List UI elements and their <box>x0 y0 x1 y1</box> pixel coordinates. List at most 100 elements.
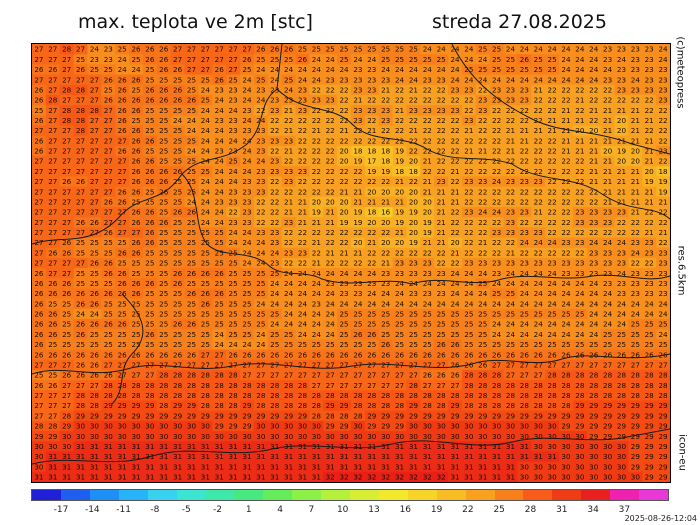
temperature-value: 31 <box>298 452 307 461</box>
temperature-cell <box>614 339 629 351</box>
temperature-value: 27 <box>34 75 43 84</box>
temperature-value: 21 <box>409 85 418 94</box>
temperature-value: 27 <box>48 238 57 247</box>
temperature-value: 26 <box>104 371 114 380</box>
temperature-value: 22 <box>645 126 654 135</box>
temperature-value: 24 <box>658 330 668 339</box>
temperature-cell <box>73 308 89 320</box>
temperature-cell <box>32 135 47 147</box>
temperature-cell <box>600 115 616 127</box>
temperature-value: 25 <box>506 310 515 319</box>
temperature-cell <box>559 206 574 218</box>
temperature-cell <box>101 329 116 340</box>
temperature-cell <box>392 94 408 106</box>
temperature-cell <box>45 125 61 137</box>
temperature-cell <box>517 268 532 279</box>
temperature-cell <box>392 288 408 300</box>
temperature-cell <box>170 278 186 290</box>
temperature-value: 25 <box>201 320 210 329</box>
temperature-value: 26 <box>284 350 294 359</box>
temperature-cell <box>406 135 421 147</box>
temperature-value: 21 <box>575 116 584 125</box>
legend-swatch <box>234 490 264 500</box>
temperature-cell <box>531 237 546 249</box>
temperature-cell <box>184 339 200 351</box>
temperature-value: 24 <box>353 55 363 64</box>
temperature-cell <box>101 64 116 76</box>
temperature-cell <box>461 115 477 127</box>
temperature-cell <box>559 288 574 300</box>
temperature-cell <box>434 329 449 340</box>
temperature-cell <box>351 410 366 422</box>
temperature-value: 27 <box>34 177 43 186</box>
temperature-value: 22 <box>312 147 321 156</box>
temperature-value: 25 <box>187 299 196 308</box>
temperature-cell <box>628 74 643 86</box>
temperature-cell <box>351 308 366 320</box>
temperature-value: 29 <box>90 411 100 420</box>
temperature-cell <box>600 410 616 422</box>
temperature-value: 24 <box>201 136 211 145</box>
temperature-cell <box>503 74 519 86</box>
temperature-cell <box>281 196 297 208</box>
temperature-cell <box>101 268 116 279</box>
temperature-map[interactable]: 27 27 28 27 24 23 25 26 26 26 27 27 27 27 27 27 26 26 26 25… <box>31 43 671 483</box>
temperature-value: 28 <box>201 381 211 390</box>
temperature-cell <box>559 278 574 290</box>
temperature-cell <box>226 420 241 432</box>
temperature-cell <box>475 44 491 55</box>
temperature-cell <box>337 390 352 402</box>
temperature-value: 27 <box>353 371 362 380</box>
temperature-value: 28 <box>645 381 655 390</box>
temperature-value: 23 <box>603 55 612 64</box>
temperature-cell <box>226 166 241 178</box>
temperature-value: 22 <box>492 106 501 115</box>
temperature-value: 24 <box>201 208 211 217</box>
temperature-cell <box>267 349 283 361</box>
temperature-cell <box>59 359 75 371</box>
temperature-cell <box>212 278 227 290</box>
temperature-value: 21 <box>617 197 626 206</box>
temperature-value: 31 <box>520 442 529 451</box>
temperature-value: 24 <box>603 320 613 329</box>
temperature-cell <box>309 84 324 96</box>
temperature-cell <box>295 410 310 422</box>
temperature-cell <box>129 105 144 116</box>
temperature-value: 24 <box>658 55 668 64</box>
temperature-cell <box>253 237 269 249</box>
temperature-value: 20 <box>631 147 641 156</box>
temperature-value: 23 <box>423 269 432 278</box>
temperature-cell <box>309 308 324 320</box>
temperature-cell <box>503 156 519 167</box>
temperature-cell <box>101 74 116 86</box>
temperature-value: 26 <box>34 269 44 278</box>
temperature-value: 30 <box>173 432 183 441</box>
temperature-cell <box>170 217 186 228</box>
temperature-value: 26 <box>326 350 336 359</box>
temperature-value: 23 <box>104 55 113 64</box>
temperature-cell <box>32 390 47 402</box>
temperature-cell <box>434 308 449 320</box>
temperature-cell <box>656 268 670 279</box>
temperature-value: 26 <box>118 279 128 288</box>
temperature-value: 23 <box>298 248 307 257</box>
temperature-cell <box>378 308 394 320</box>
temperature-value: 20 <box>395 187 405 196</box>
temperature-value: 25 <box>159 289 168 298</box>
temperature-cell <box>142 247 158 259</box>
temperature-value: 18 <box>409 167 419 176</box>
temperature-value: 25 <box>381 330 390 339</box>
temperature-value: 24 <box>395 75 405 84</box>
temperature-value: 21 <box>437 238 446 247</box>
temperature-value: 31 <box>256 452 265 461</box>
temperature-cell <box>448 217 463 228</box>
temperature-cell <box>600 156 616 167</box>
temperature-cell <box>351 94 366 106</box>
temperature-value: 26 <box>159 177 169 186</box>
temperature-value: 25 <box>353 340 362 349</box>
temperature-cell <box>628 268 643 279</box>
temperature-value: 23 <box>506 228 515 237</box>
temperature-cell <box>295 288 310 300</box>
temperature-value: 21 <box>548 116 557 125</box>
temperature-value: 27 <box>215 45 224 54</box>
